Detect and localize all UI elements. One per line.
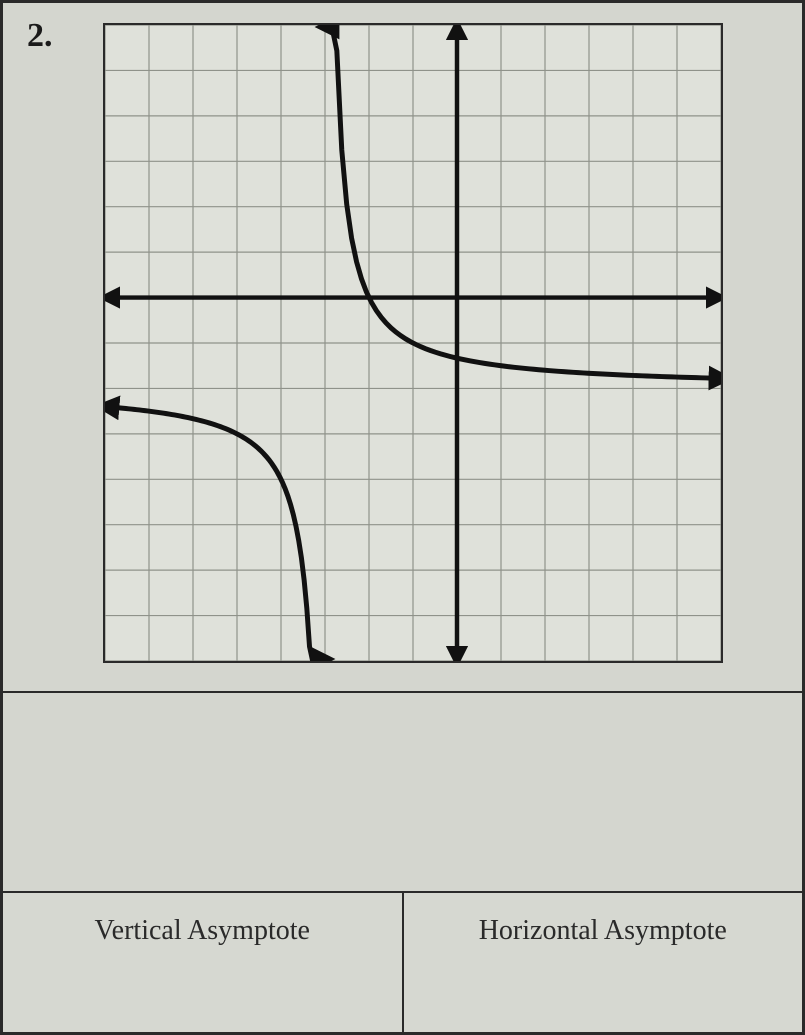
horizontal-asymptote-label: Horizontal Asymptote (404, 893, 803, 1032)
problem-number: 2. (27, 17, 53, 55)
answer-row: Vertical Asymptote Horizontal Asymptote (3, 893, 802, 1032)
graph-svg (105, 25, 721, 661)
graph-box (103, 23, 723, 663)
spacer-cell (3, 693, 802, 893)
graph-cell: 2. (3, 3, 802, 693)
worksheet-container: 2. Vertical Asymptote Horizontal Asympto… (0, 0, 805, 1035)
vertical-asymptote-label: Vertical Asymptote (3, 893, 404, 1032)
